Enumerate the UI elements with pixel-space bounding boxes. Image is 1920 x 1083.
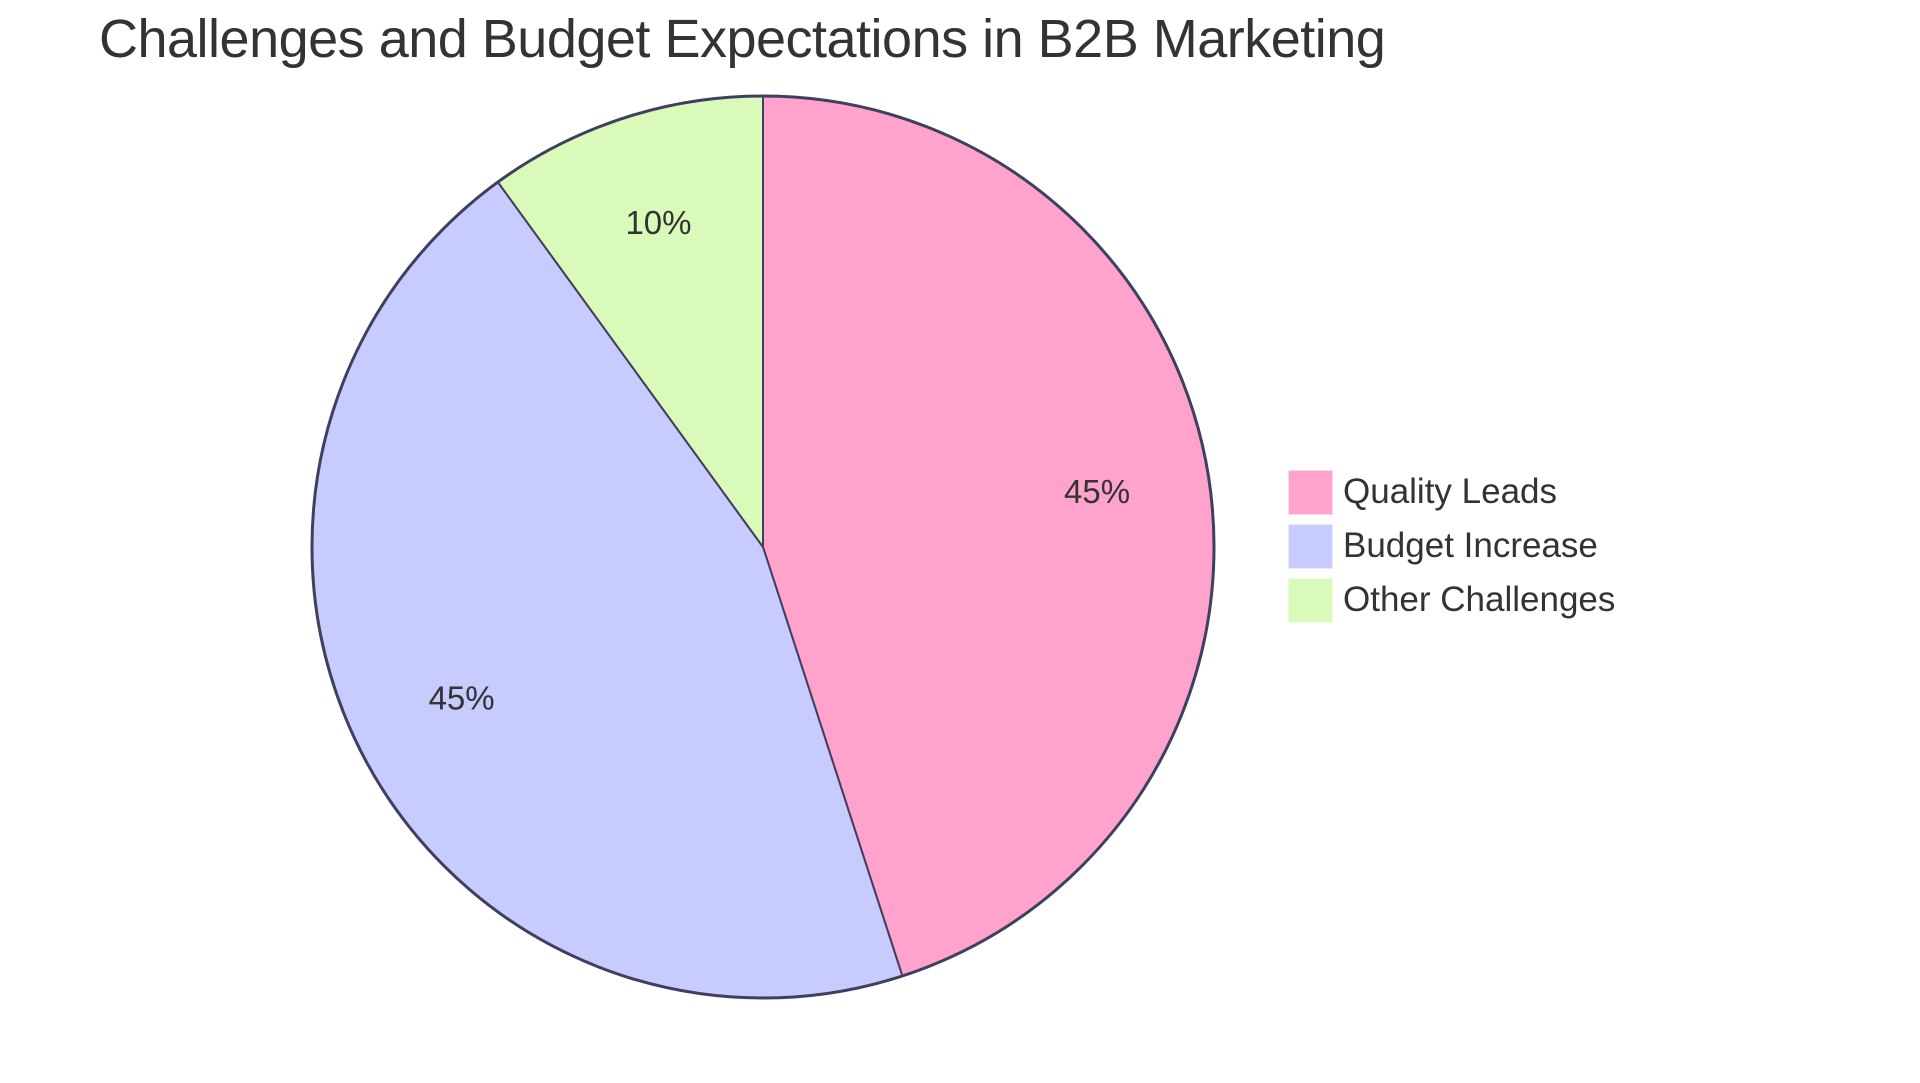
chart-title: Challenges and Budget Expectations in B2… [99, 9, 1386, 69]
legend-swatch [1288, 469, 1333, 515]
slice-percentage-label: 10% [625, 204, 691, 241]
legend-label: Budget Increase [1343, 526, 1598, 565]
legend-swatch [1288, 523, 1333, 569]
legend-item-other-challenges: Other Challenges [1288, 573, 1615, 627]
legend-label: Quality Leads [1343, 472, 1558, 511]
legend-item-quality-leads: Quality Leads [1288, 465, 1615, 519]
legend-label: Other Challenges [1343, 580, 1616, 619]
pie-outline [310, 94, 1216, 1000]
legend-item-budget-increase: Budget Increase [1288, 519, 1615, 573]
legend: Quality Leads Budget Increase Other Chal… [1288, 465, 1615, 627]
legend-swatch [1288, 577, 1333, 623]
slice-percentage-label: 45% [1064, 473, 1130, 510]
slice-percentage-label: 45% [429, 679, 495, 716]
